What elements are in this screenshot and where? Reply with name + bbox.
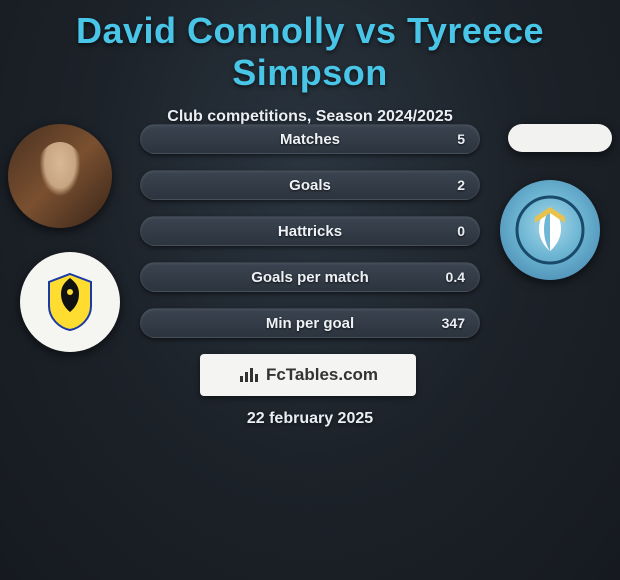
stat-right-value: 0 (457, 217, 465, 245)
stat-label: Min per goal (141, 309, 479, 337)
stat-right-value: 5 (457, 125, 465, 153)
wimbledon-crest-icon (45, 272, 95, 332)
stat-row-goals: Goals 2 (140, 170, 480, 200)
stat-right-value: 0.4 (446, 263, 465, 291)
stat-row-hattricks: Hattricks 0 (140, 216, 480, 246)
comparison-bars: Matches 5 Goals 2 Hattricks 0 Goals per … (140, 124, 480, 354)
page-title: David Connolly vs Tyreece Simpson (0, 0, 620, 94)
stat-row-goals-per-match: Goals per match 0.4 (140, 262, 480, 292)
stat-label: Goals per match (141, 263, 479, 291)
stat-label: Matches (141, 125, 479, 153)
player-right-avatar (508, 124, 612, 152)
player-left-avatar (8, 124, 112, 228)
barchart-icon (238, 366, 260, 384)
player-right-club-badge (500, 180, 600, 280)
player-left-club-badge (20, 252, 120, 352)
stat-row-min-per-goal: Min per goal 347 (140, 308, 480, 338)
stat-row-matches: Matches 5 (140, 124, 480, 154)
watermark-text: FcTables.com (266, 365, 378, 385)
stat-label: Goals (141, 171, 479, 199)
colchester-crest-icon (515, 195, 585, 265)
stat-right-value: 347 (442, 309, 465, 337)
stat-label: Hattricks (141, 217, 479, 245)
watermark: FcTables.com (200, 354, 416, 396)
stat-right-value: 2 (457, 171, 465, 199)
date-text: 22 february 2025 (0, 410, 620, 428)
